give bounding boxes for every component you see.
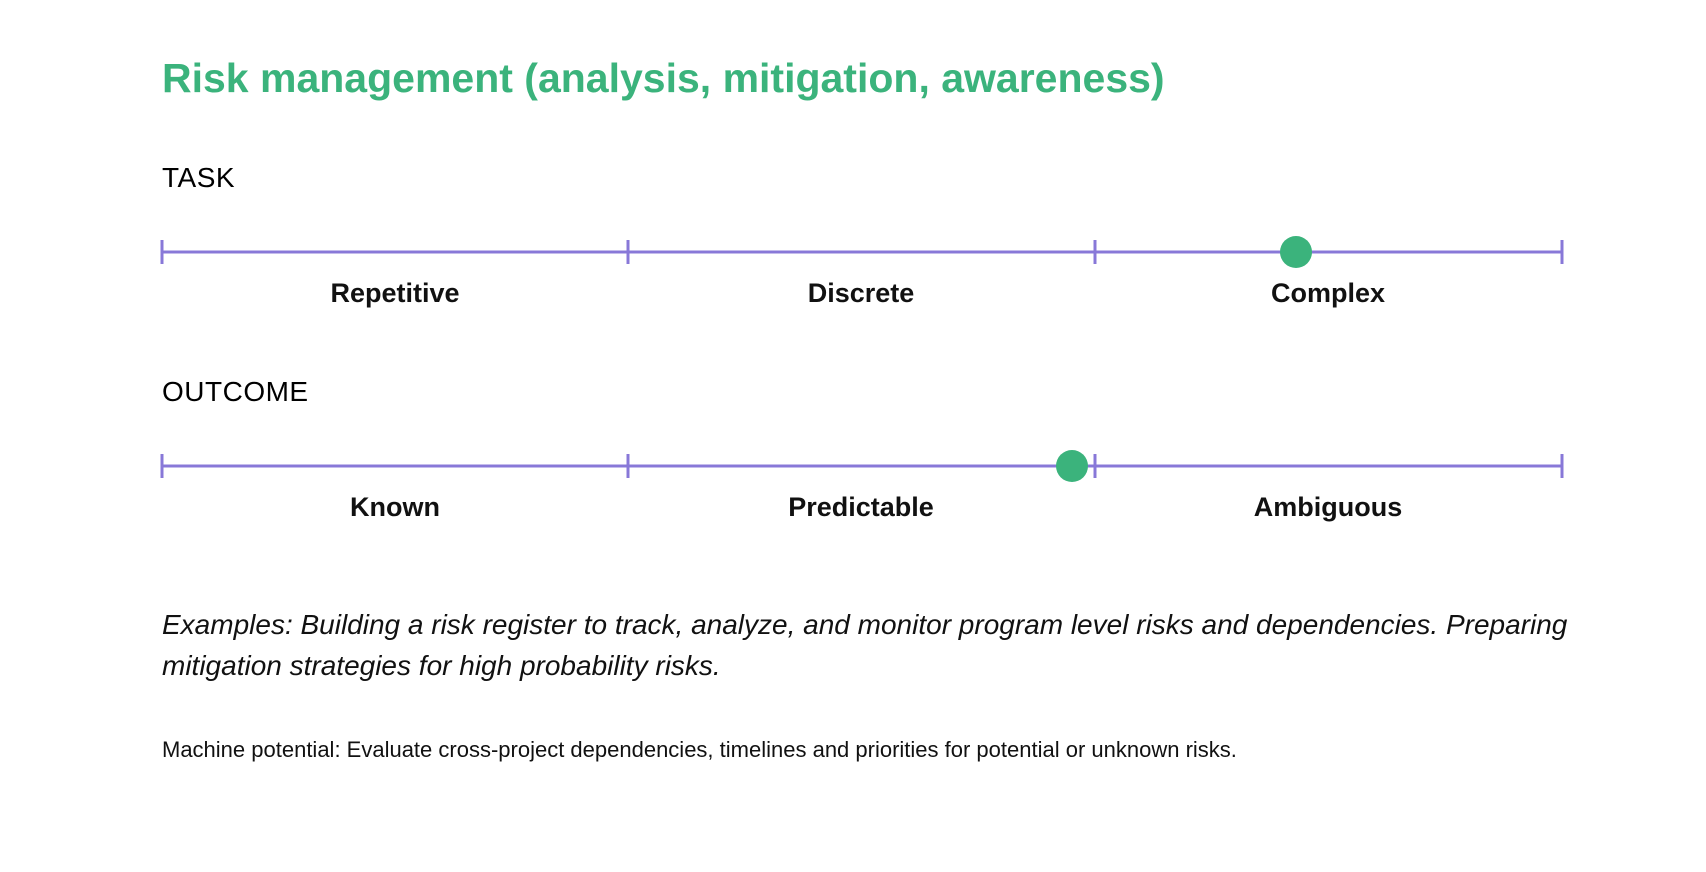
task-segment-complex: Complex bbox=[1270, 278, 1386, 308]
task-segment-repetitive: Repetitive bbox=[330, 278, 460, 308]
examples-text: Examples: Building a risk register to tr… bbox=[162, 609, 1568, 681]
outcome-segment-known: Known bbox=[350, 492, 440, 522]
task-section-label: TASK bbox=[162, 162, 236, 193]
task-segment-discrete: Discrete bbox=[807, 278, 915, 308]
task-scale: Repetitive Discrete Complex bbox=[0, 222, 1706, 312]
machine-potential-text: Machine potential: Evaluate cross-projec… bbox=[162, 737, 1237, 762]
task-scale-graphic bbox=[160, 236, 1564, 268]
outcome-section-label: OUTCOME bbox=[162, 376, 309, 407]
task-marker bbox=[1280, 236, 1312, 268]
outcome-segment-ambiguous: Ambiguous bbox=[1253, 492, 1403, 522]
outcome-scale-graphic bbox=[160, 450, 1564, 482]
outcome-scale: Known Predictable Ambiguous bbox=[0, 436, 1706, 526]
outcome-marker bbox=[1056, 450, 1088, 482]
outcome-segment-predictable: Predictable bbox=[788, 492, 934, 522]
page-title: Risk management (analysis, mitigation, a… bbox=[162, 55, 1165, 101]
